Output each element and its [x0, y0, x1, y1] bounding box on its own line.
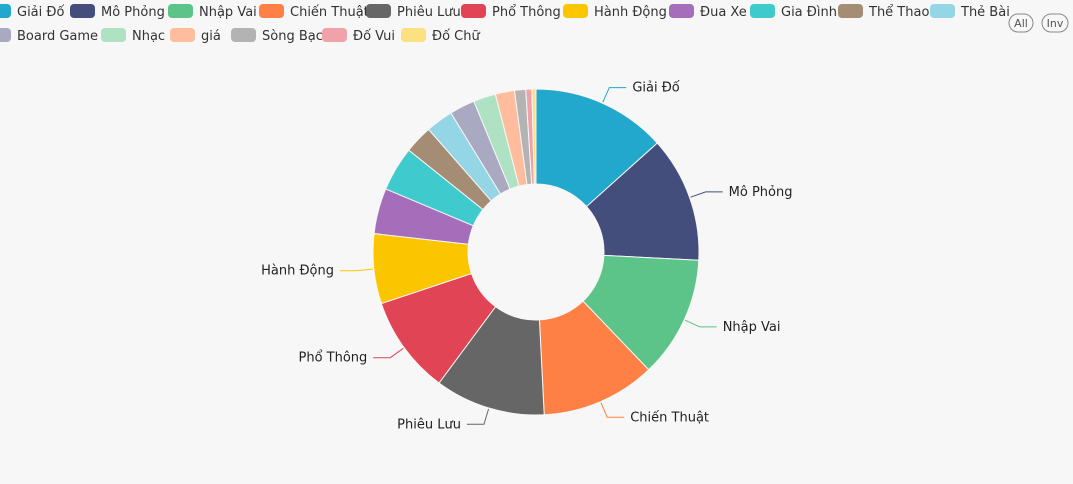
legend-label: Đua Xe	[700, 5, 747, 20]
legend-label: Đố Chữ	[432, 29, 480, 44]
pie-slices	[372, 88, 700, 416]
legend-item-12[interactable]: Board Game	[0, 28, 98, 44]
legend-item-11[interactable]: Thẻ Bài	[930, 4, 1010, 20]
legend-item-7[interactable]: Hành Động	[563, 4, 667, 20]
slice-label-3: Nhập Vai	[723, 320, 781, 335]
legend-label: Đố Vui	[353, 29, 395, 44]
leader-line-3	[684, 319, 717, 328]
legend-item-10[interactable]: Thể Thao	[838, 4, 929, 20]
slice-label-1: Giải Đố	[632, 81, 679, 96]
legend-swatch	[170, 28, 195, 42]
legend-swatch	[101, 28, 126, 42]
slice-label-5: Phiêu Lưu	[397, 417, 461, 432]
legend-swatch	[750, 4, 775, 18]
legend-item-1[interactable]: Giải Đố	[0, 4, 64, 20]
legend-label: Phổ Thông	[492, 5, 561, 20]
slice-label-2: Mô Phỏng	[729, 185, 793, 200]
legend-swatch	[366, 4, 391, 18]
leader-line-1	[602, 87, 627, 103]
slice-label-4: Chiến Thuật	[630, 410, 709, 425]
legend-item-5[interactable]: Phiêu Lưu	[366, 4, 461, 20]
legend-swatch	[930, 4, 955, 18]
leader-line-6	[373, 347, 404, 359]
slice-labels: Giải Đố Mô Phỏng Nhập Vai Chiến Thuật Phiêu …	[261, 81, 792, 433]
legend-swatch	[259, 4, 284, 18]
legend-label: Sòng Bạc	[262, 29, 323, 44]
legend-swatch	[401, 28, 426, 42]
legend-item-15[interactable]: Sòng Bạc	[231, 28, 323, 44]
slice-label-6: Phổ Thông	[299, 351, 368, 366]
legend-item-16[interactable]: Đố Vui	[322, 28, 395, 44]
legend-item-9[interactable]: Gia Đình	[750, 4, 837, 20]
legend-label: Gia Đình	[781, 5, 837, 20]
legend-swatch	[563, 4, 588, 18]
legend-all-button[interactable]: All	[1008, 13, 1034, 33]
legend-label: giá	[201, 29, 221, 44]
legend-swatch	[231, 28, 256, 42]
legend-item-13[interactable]: Nhạc	[101, 28, 165, 44]
leader-line-5	[466, 408, 490, 425]
legend-swatch	[669, 4, 694, 18]
legend: Giải Đố Mô Phỏng Nhập Vai Chiến Thuật Phiêu …	[0, 4, 1010, 44]
leader-line-7	[339, 268, 373, 272]
legend-swatch	[322, 28, 347, 42]
legend-label: Chiến Thuật	[290, 5, 369, 20]
legend-label: Mô Phỏng	[101, 5, 165, 20]
legend-label: Giải Đố	[17, 5, 64, 20]
legend-controls: All Inv	[1008, 13, 1069, 33]
legend-swatch	[168, 4, 193, 18]
legend-inverse-label: Inv	[1047, 17, 1064, 30]
legend-swatch	[0, 4, 11, 18]
legend-swatch	[838, 4, 863, 18]
legend-item-4[interactable]: Chiến Thuật	[259, 4, 369, 20]
legend-inverse-button[interactable]: Inv	[1041, 13, 1069, 33]
legend-label: Board Game	[17, 29, 98, 44]
legend-label: Thẻ Bài	[960, 5, 1010, 20]
legend-all-label: All	[1014, 17, 1028, 30]
slice-17[interactable]	[531, 88, 537, 185]
legend-swatch	[461, 4, 486, 18]
slice-label-7: Hành Động	[261, 264, 334, 279]
legend-label: Thể Thao	[868, 5, 929, 20]
legend-swatch	[0, 28, 11, 42]
leader-line-2	[690, 191, 723, 198]
leader-line-4	[600, 402, 625, 418]
legend-item-17[interactable]: Đố Chữ	[401, 28, 480, 44]
legend-item-14[interactable]: giá	[170, 28, 221, 44]
legend-item-2[interactable]: Mô Phỏng	[70, 4, 165, 20]
legend-label: Hành Động	[594, 5, 667, 20]
legend-label: Nhập Vai	[199, 5, 257, 20]
legend-swatch	[70, 4, 95, 18]
legend-label: Nhạc	[132, 29, 165, 44]
legend-item-6[interactable]: Phổ Thông	[461, 4, 561, 20]
legend-label: Phiêu Lưu	[397, 5, 461, 20]
legend-item-8[interactable]: Đua Xe	[669, 4, 747, 20]
legend-item-3[interactable]: Nhập Vai	[168, 4, 257, 20]
